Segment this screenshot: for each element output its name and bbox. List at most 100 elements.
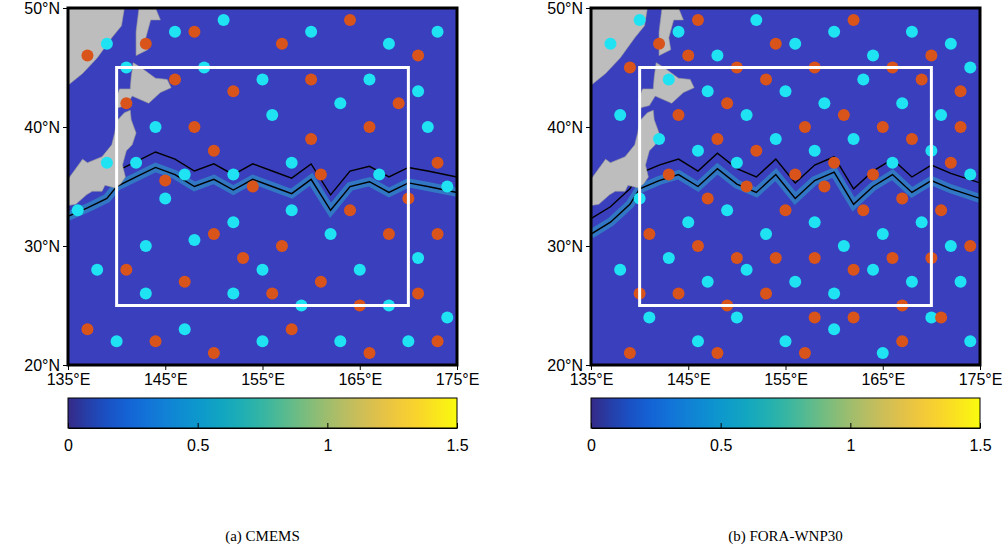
eddy-center xyxy=(412,252,424,264)
colorbar-tick: 1 xyxy=(846,423,855,454)
eddy-center xyxy=(702,192,714,204)
eddy-center xyxy=(964,169,976,181)
eddy-center xyxy=(305,26,317,38)
x-tick-label: 145°E xyxy=(667,371,711,388)
eddy-points xyxy=(81,14,443,359)
eddy-center xyxy=(857,73,869,85)
colorbar-tick-label: 0 xyxy=(64,437,73,454)
colorbar-ramp xyxy=(591,398,980,428)
eddy-center xyxy=(789,169,801,181)
x-tick-mark xyxy=(457,365,458,370)
eddy-center xyxy=(634,14,646,26)
eddy-center xyxy=(663,252,675,264)
eddy-center xyxy=(227,169,239,181)
y-tick-label: 30°N xyxy=(547,238,583,255)
eddy-center xyxy=(344,14,356,26)
eddy-center xyxy=(886,157,898,169)
map-frame xyxy=(68,8,457,365)
eddy-center xyxy=(266,288,278,300)
eddy-center xyxy=(257,73,269,85)
eddy-center xyxy=(935,204,947,216)
x-tick-label: 175°E xyxy=(959,371,1003,388)
analysis-region xyxy=(117,68,409,306)
panel-caption: (a) CMEMS xyxy=(225,528,300,545)
colorbar-tick: 0.5 xyxy=(710,423,732,454)
eddy-center xyxy=(227,85,239,97)
eddy-center xyxy=(692,145,704,157)
colorbar-tick-mark xyxy=(980,423,981,428)
x-axis-line xyxy=(69,366,458,371)
eddy-center xyxy=(731,311,743,323)
panel: 135°E145°E155°E165°E175°E20°N30°N40°N50°… xyxy=(547,0,1002,388)
eddy-center xyxy=(305,73,317,85)
eddy-center xyxy=(741,264,753,276)
eddy-center xyxy=(179,169,191,181)
ocean-background xyxy=(68,8,457,365)
eddy-center xyxy=(120,97,132,109)
eddy-center xyxy=(237,252,249,264)
eddy-center xyxy=(731,252,743,264)
eddy-center xyxy=(247,181,259,193)
eddy-center xyxy=(770,252,782,264)
eddy-center xyxy=(848,133,860,145)
eddy-center xyxy=(663,169,675,181)
y-tick: 30°N xyxy=(24,238,68,255)
eddy-center xyxy=(673,288,685,300)
eddy-center xyxy=(441,311,453,323)
eddy-center xyxy=(741,181,753,193)
eddy-center xyxy=(325,228,337,240)
eddy-center xyxy=(799,121,811,133)
eddy-center xyxy=(838,240,850,252)
x-tick: 145°E xyxy=(144,365,188,388)
eddy-center xyxy=(702,276,714,288)
eddy-center xyxy=(673,109,685,121)
eddy-center xyxy=(101,157,113,169)
colorbar-tick: 0.5 xyxy=(187,423,209,454)
eddy-center xyxy=(896,335,908,347)
colorbar-tick-label: 1 xyxy=(846,437,855,454)
eddy-center xyxy=(945,157,957,169)
eddy-center xyxy=(140,240,152,252)
eddy-center xyxy=(315,276,327,288)
eddy-center xyxy=(935,311,947,323)
colorbar-tick-mark xyxy=(68,423,69,428)
eddy-center xyxy=(818,97,830,109)
eddy-center xyxy=(111,335,123,347)
eddy-center xyxy=(653,133,665,145)
eddy-center xyxy=(741,109,753,121)
eddy-center xyxy=(760,288,772,300)
colorbar-tick-label: 0 xyxy=(587,437,596,454)
y-tick: 50°N xyxy=(547,0,591,17)
eddy-center xyxy=(848,14,860,26)
eddy-center xyxy=(140,288,152,300)
eddy-center xyxy=(760,73,772,85)
eddy-center xyxy=(964,62,976,74)
eddy-center xyxy=(432,26,444,38)
eddy-center xyxy=(731,157,743,169)
x-tick-label: 175°E xyxy=(436,371,480,388)
y-tick-label: 40°N xyxy=(24,119,60,136)
eddy-center xyxy=(945,240,957,252)
eddy-center xyxy=(169,26,181,38)
colorbar-axis: 00.511.5 xyxy=(64,423,469,454)
land xyxy=(68,110,136,205)
eddy-center xyxy=(838,109,850,121)
eddy-center xyxy=(412,85,424,97)
ssh-contour xyxy=(591,153,980,218)
eddy-center xyxy=(692,335,704,347)
colorbar: 00.511.5 xyxy=(587,398,992,454)
eddy-center xyxy=(760,228,772,240)
y-tick: 50°N xyxy=(24,0,68,17)
eddy-center xyxy=(150,335,162,347)
x-axis-line xyxy=(592,366,981,371)
eddy-center xyxy=(828,157,840,169)
eddy-center xyxy=(682,216,694,228)
eddy-center xyxy=(828,26,840,38)
x-tick-label: 145°E xyxy=(144,371,188,388)
eddy-center xyxy=(857,204,869,216)
eddy-center xyxy=(393,97,405,109)
eddy-center xyxy=(354,264,366,276)
eddy-center xyxy=(276,38,288,50)
x-tick-label: 135°E xyxy=(47,371,91,388)
jet-glow xyxy=(68,167,457,216)
